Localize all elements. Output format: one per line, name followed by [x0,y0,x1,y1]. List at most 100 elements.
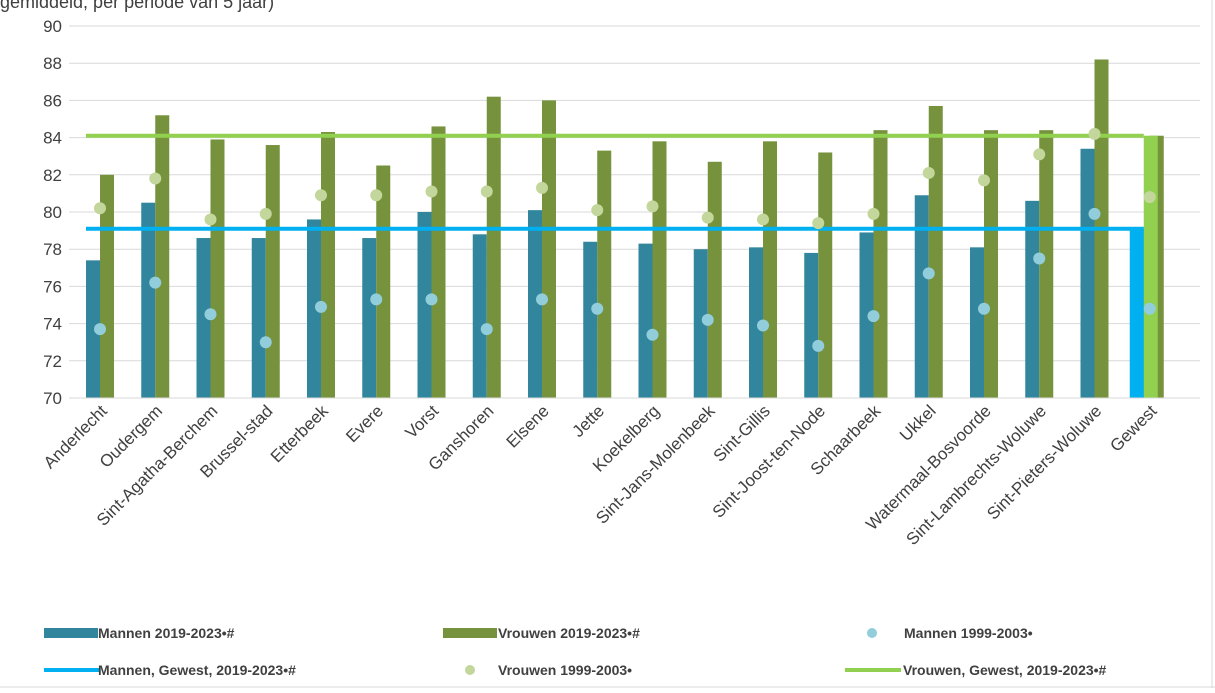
y-tick-label: 80 [43,203,62,222]
dot-mannen-1999-2003 [922,267,935,280]
dot-mannen-1999-2003 [1143,302,1156,315]
bar-vrouwen-2019-2023 [376,165,391,398]
bar-vrouwen-2019-2023 [818,152,833,398]
legend-swatch-bar [44,628,98,638]
bar-vrouwen-2019-2023 [486,96,501,399]
legend-swatch-dot [867,628,877,638]
dot-mannen-1999-2003 [425,293,438,306]
dot-mannen-1999-2003 [1088,207,1101,220]
x-tick-label: Etterbeek [267,401,332,466]
dot-vrouwen-1999-2003 [259,207,272,220]
bar-mannen-2019-2023 [196,238,211,398]
legend-label: Vrouwen, Gewest, 2019-2023•# [903,662,1107,678]
dot-vrouwen-1999-2003 [1033,148,1046,161]
y-tick-label: 84 [43,129,62,148]
dot-mannen-1999-2003 [978,302,990,315]
dot-mannen-1999-2003 [701,313,714,326]
y-tick-label: 70 [43,389,62,408]
bar-vrouwen-2019-2023 [210,139,225,398]
bar-mannen-2019-2023 [583,241,598,398]
bar-mannen-2019-2023 [417,212,432,398]
dot-mannen-1999-2003 [646,328,659,341]
bar-vrouwen-2019-2023 [321,132,335,398]
bar-vrouwen-2019-2023 [542,100,556,399]
dot-vrouwen-1999-2003 [149,172,162,185]
bar-mannen-2019-2023 [1080,148,1095,398]
bar-mannen-2019-2023 [362,238,377,398]
dot-vrouwen-1999-2003 [646,200,659,213]
legend-swatch-dot [465,665,475,675]
dot-mannen-1999-2003 [1033,252,1046,265]
dot-mannen-1999-2003 [204,308,217,321]
dot-vrouwen-1999-2003 [536,181,548,194]
legend-swatch-bar [443,628,497,638]
y-tick-label: 86 [43,91,62,110]
y-tick-label: 74 [43,315,62,334]
dot-mannen-1999-2003 [259,336,272,349]
dot-mannen-1999-2003 [867,310,880,323]
legend-label: Vrouwen 1999-2003• [498,662,632,678]
y-tick-label: 82 [43,166,62,185]
bar-mannen-2019-2023 [859,232,874,398]
legend-label: Vrouwen 2019-2023•# [498,625,640,641]
bar-mannen-gewest [1129,228,1144,398]
bar-vrouwen-2019-2023 [763,141,777,398]
dot-mannen-1999-2003 [94,323,106,336]
bar-mannen-2019-2023 [528,210,542,398]
bar-vrouwen-2019-2023 [873,130,888,398]
bar-mannen-2019-2023 [914,195,929,398]
bar-vrouwen-2019-2023 [707,161,722,398]
dot-mannen-1999-2003 [149,276,162,289]
bar-vrouwen-2019-2023 [265,145,280,398]
bar-mannen-2019-2023 [472,234,487,398]
x-tick-label: Vorst [401,401,442,442]
dot-vrouwen-1999-2003 [370,189,383,202]
dot-vrouwen-1999-2003 [1088,127,1101,140]
dot-vrouwen-1999-2003 [204,213,217,226]
bar-mannen-2019-2023 [638,243,653,398]
dot-vrouwen-1999-2003 [591,204,604,217]
bar-mannen-2019-2023 [693,249,708,398]
dot-vrouwen-1999-2003 [425,185,438,198]
bar-vrouwen-2019-2023 [155,115,170,398]
bar-vrouwen-2019-2023 [431,126,446,398]
legend-label: Mannen 2019-2023•# [98,625,235,641]
dot-vrouwen-1999-2003 [480,185,493,198]
dot-vrouwen-1999-2003 [315,189,327,202]
bar-mannen-2019-2023 [970,247,984,398]
dot-vrouwen-1999-2003 [757,213,769,226]
x-tick-label: Evere [342,401,387,446]
dot-vrouwen-1999-2003 [978,174,990,187]
y-tick-label: 90 [43,17,62,36]
dot-vrouwen-1999-2003 [1143,191,1156,204]
bar-vrouwen-2019-2023 [597,150,612,398]
bar-mannen-2019-2023 [86,260,100,398]
x-tick-label: Gewest [1106,401,1160,455]
bar-mannen-2019-2023 [141,202,156,398]
dot-mannen-1999-2003 [370,293,383,306]
dot-mannen-1999-2003 [536,293,548,306]
x-tick-label: Jette [569,401,608,440]
dot-vrouwen-1999-2003 [94,202,106,215]
bar-mannen-2019-2023 [749,247,763,398]
legend-label: Mannen, Gewest, 2019-2023•# [98,662,296,678]
bar-mannen-2019-2023 [1025,200,1040,398]
dot-mannen-1999-2003 [757,319,769,332]
y-tick-label: 72 [43,352,62,371]
bar-vrouwen-2019-2023 [1039,130,1054,398]
dot-mannen-1999-2003 [591,302,604,315]
dot-vrouwen-1999-2003 [701,211,714,224]
bar-mannen-2019-2023 [307,219,321,398]
x-tick-label: Elsene [503,401,553,451]
dot-mannen-1999-2003 [812,339,825,352]
chart-title-fragment: gemiddeld, per periode van 5 jaar) [0,0,275,12]
dot-mannen-1999-2003 [315,300,327,313]
bar-vrouwen-2019-2023 [652,141,667,398]
bar-vrouwen-2019-2023 [984,130,998,398]
dot-mannen-1999-2003 [480,323,493,336]
legend-label: Mannen 1999-2003• [904,625,1033,641]
x-tick-label: Ukkel [896,401,939,444]
y-tick-label: 88 [43,54,62,73]
